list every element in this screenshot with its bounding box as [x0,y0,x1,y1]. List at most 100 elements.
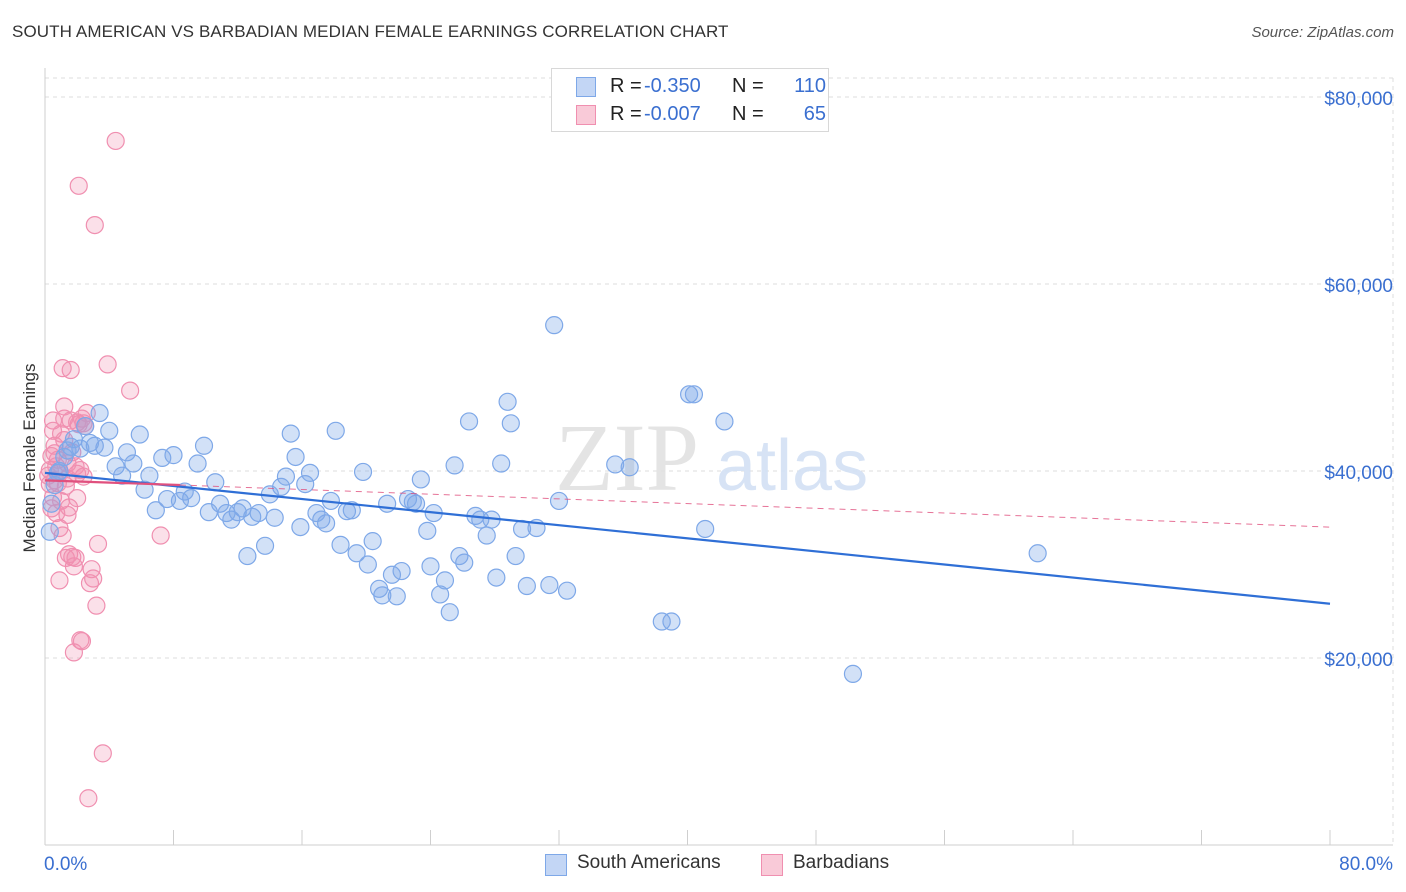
data-point [206,473,225,492]
data-point [517,576,536,596]
data-point [347,544,366,563]
data-point [170,491,190,511]
data-point [316,514,336,533]
data-point [61,360,80,380]
data-point [342,501,361,520]
data-point [281,424,300,443]
data-point [140,466,159,485]
data-point [79,789,98,808]
data-point [98,355,117,374]
data-point [382,565,402,584]
data-point [455,553,474,572]
legend-r-label: R = [610,75,642,97]
x-tick-label-min: 0.0% [44,854,87,875]
y-axis-label: Median Female Earnings [20,364,39,553]
data-point [652,612,671,631]
data-point [82,560,101,579]
data-point [194,436,214,455]
watermark-zip: ZIP [555,404,699,511]
correlation-legend: R = -0.350 N = 110 R = -0.007 N = 65 [551,68,829,132]
data-point [249,503,268,523]
axis-labels: $20,000 $40,000 $60,000 $80,000 0.0% 80.0% Med… [20,89,1393,875]
data-point [406,494,426,513]
bottom-legend-label: Barbadians [793,852,890,873]
data-point [265,508,284,527]
data-point [50,571,69,590]
data-point [222,510,241,529]
data-point [363,532,382,551]
data-point [421,557,440,576]
data-point [1028,544,1047,563]
data-point [117,443,137,462]
trend-line-south-americans [44,471,1331,605]
data-point [440,603,459,622]
data-point [124,454,143,473]
data-point [106,457,125,476]
trend-line-barbadians [44,479,180,487]
data-point [506,546,525,566]
data-point [93,744,112,763]
data-point [487,568,506,587]
data-point [684,385,704,404]
data-point [121,381,140,400]
data-point [210,494,230,513]
legend-r-value: -0.007 [644,103,701,125]
data-point [387,587,406,606]
data-point [545,316,564,335]
data-point [69,176,88,195]
data-point [620,458,639,477]
data-point [606,455,625,474]
data-point [276,467,296,486]
data-point [291,517,310,537]
data-point [135,480,154,499]
data-point [435,571,455,590]
data-point [90,403,109,423]
data-point [445,456,464,475]
data-point [164,446,183,465]
data-point [373,586,392,605]
legend-n-label: N = [732,75,764,97]
data-point [255,536,275,555]
y-tick-label: $40,000 [1324,463,1393,484]
legend-r-label: R = [610,103,642,125]
data-point [501,414,520,433]
data-point [418,521,437,540]
data-point [549,491,569,511]
bottom-legend-swatch-blue [545,854,567,876]
data-point [378,494,397,513]
data-point [66,548,85,568]
data-point [411,470,430,489]
trend-lines [44,471,1331,605]
data-point [106,131,125,151]
data-point [182,489,201,508]
data-point [88,534,108,554]
data-point [100,421,119,440]
watermark-atlas: atlas [716,426,868,506]
data-point [358,555,377,574]
data-point [188,454,207,473]
data-point [843,664,863,683]
legend-swatch-pink [576,105,596,125]
data-point [40,522,59,541]
x-tick-label-max: 80.0% [1339,854,1393,875]
data-point [459,412,479,431]
bottom-legend-swatch-pink [761,854,783,876]
legend-n-value: 110 [794,75,826,97]
source-label: Source: ZipAtlas.com [1251,24,1394,41]
data-point [58,505,77,525]
data-point [326,421,345,440]
data-point [71,439,90,458]
data-point [77,403,96,423]
bottom-legend-label: South Americans [577,852,721,873]
data-point [696,519,715,539]
data-point [43,411,63,430]
data-point [50,518,69,538]
data-point [392,561,411,581]
data-point [715,412,734,431]
data-point [68,489,87,508]
data-point [286,447,305,467]
y-tick-label: $80,000 [1324,89,1393,110]
chart-title: SOUTH AMERICAN VS BARBADIAN MEDIAN FEMAL… [12,22,729,41]
data-point [272,477,291,496]
data-point [662,612,681,631]
